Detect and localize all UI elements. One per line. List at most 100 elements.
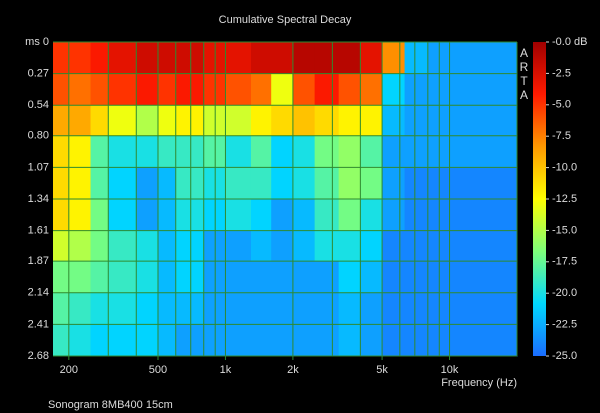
heatmap-cell — [271, 73, 294, 106]
heatmap-cell — [68, 292, 92, 325]
heatmap-cell — [108, 261, 137, 294]
heatmap-cell — [250, 199, 272, 232]
heatmap-cell — [90, 73, 109, 106]
heatmap-cell — [338, 261, 361, 294]
heatmap-cell — [427, 42, 518, 75]
heatmap-cell — [360, 324, 383, 357]
heatmap-cell — [250, 105, 272, 137]
heatmap-cell — [314, 167, 340, 200]
y-tick-label: 1.87 — [28, 255, 49, 267]
colorbar-tick-label: -25.0 — [552, 350, 577, 362]
heatmap-cell — [225, 73, 252, 106]
heatmap-cell — [108, 230, 137, 262]
heatmap-cell — [136, 230, 159, 262]
heatmap-cell — [157, 105, 177, 137]
heatmap-cell — [225, 105, 252, 137]
x-tick-label: 200 — [60, 364, 78, 376]
heatmap-cell — [338, 199, 361, 232]
heatmap-cell — [53, 73, 70, 106]
heatmap-cell — [175, 42, 205, 75]
heatmap-cell — [175, 230, 205, 262]
heatmap-cell — [271, 105, 294, 137]
heatmap-cell — [225, 292, 252, 325]
heatmap-cell — [250, 135, 272, 168]
heatmap-cell — [404, 230, 429, 262]
heatmap-cell — [250, 324, 272, 357]
heatmap-cell — [271, 230, 294, 262]
heatmap-cell — [136, 42, 159, 75]
heatmap-cell — [404, 199, 429, 232]
heatmap-cell — [225, 42, 252, 75]
heatmap-cell — [108, 324, 137, 357]
heatmap-cell — [136, 73, 159, 106]
heatmap-cell — [175, 324, 205, 357]
heatmap-cell — [90, 167, 109, 200]
heatmap-cell — [314, 105, 340, 137]
heatmap-cell — [157, 73, 177, 106]
y-tick-label: 1.61 — [28, 225, 49, 237]
heatmap-cell — [314, 261, 340, 294]
heatmap-cell — [314, 292, 340, 325]
heatmap-cell — [68, 199, 92, 232]
heatmap-cell — [271, 324, 294, 357]
y-tick-label: 2.68 — [28, 350, 49, 362]
heatmap-cell — [292, 167, 316, 200]
heatmap-cell — [157, 199, 177, 232]
heatmap-cell — [382, 167, 406, 200]
heatmap-cell — [382, 73, 406, 106]
heatmap-cell — [157, 261, 177, 294]
y-tick-label: 1.34 — [28, 193, 49, 205]
heatmap-cell — [157, 135, 177, 168]
heatmap-cell — [382, 230, 406, 262]
heatmap-cell — [338, 230, 361, 262]
heatmap-cell — [53, 42, 70, 75]
y-tick-label: 2.14 — [28, 287, 49, 299]
heatmap-cell — [53, 324, 70, 357]
y-tick-label: 0.54 — [28, 99, 49, 111]
heatmap-cell — [68, 73, 92, 106]
heatmap-cell — [157, 324, 177, 357]
heatmap-cell — [90, 230, 109, 262]
heatmap-cell — [292, 261, 316, 294]
heatmap-cell — [157, 167, 177, 200]
heatmap-cell — [404, 135, 429, 168]
heatmap-cell — [360, 292, 383, 325]
x-axis-label: Frequency (Hz) — [441, 377, 517, 389]
heatmap-cell — [53, 167, 70, 200]
heatmap-cell — [271, 167, 294, 200]
heatmap-cell — [314, 230, 340, 262]
heatmap-cell — [108, 105, 137, 137]
heatmap-cell — [314, 324, 340, 357]
heatmap-cell — [382, 42, 406, 75]
heatmap-cell — [314, 199, 340, 232]
heatmap-cell — [427, 292, 518, 325]
heatmap-cell — [382, 105, 406, 137]
heatmap-cell — [53, 199, 70, 232]
heatmap-cell — [108, 292, 137, 325]
x-tick-label: 5k — [376, 364, 388, 376]
heatmap-cell — [157, 292, 177, 325]
heatmap-cell — [292, 292, 316, 325]
heatmap-cell — [53, 230, 70, 262]
heatmap-cell — [271, 42, 294, 75]
heatmap-cell — [338, 105, 361, 137]
heatmap-cell — [382, 324, 406, 357]
heatmap-cell — [360, 230, 383, 262]
annotation: ARTA — [517, 46, 531, 102]
colorbar-tick-label: -2.5 — [552, 67, 571, 79]
colorbar-tick-label: -12.5 — [552, 193, 577, 205]
x-tick-label: 500 — [149, 364, 167, 376]
heatmap-cell — [225, 230, 252, 262]
heatmap-cell — [90, 135, 109, 168]
heatmap-cell — [136, 199, 159, 232]
heatmap-cell — [292, 105, 316, 137]
heatmap-cell — [427, 230, 518, 262]
heatmap-cell — [250, 42, 272, 75]
heatmap-cell — [271, 261, 294, 294]
y-tick-label: 2.41 — [28, 318, 49, 330]
x-tick-label: 1k — [220, 364, 232, 376]
heatmap-cell — [175, 135, 205, 168]
colorbar-tick-label: -5.0 — [552, 99, 571, 111]
heatmap-cell — [250, 167, 272, 200]
